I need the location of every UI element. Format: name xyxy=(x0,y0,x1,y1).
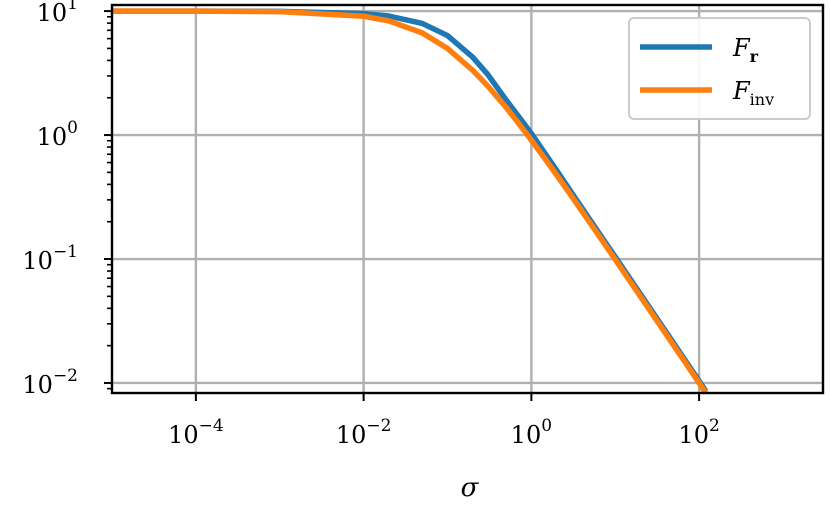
series-line-1 xyxy=(111,8,709,395)
y-tick-label-2: 10−1 xyxy=(22,242,78,275)
series-lines xyxy=(111,8,709,395)
legend-label-0: Fr xyxy=(732,34,759,66)
x-tick-label-2: 100 xyxy=(511,416,552,449)
ticks: 10−4 10−2 100 102 101 100 10−1 10−2 xyxy=(22,0,719,449)
x-tick-label-1: 10−2 xyxy=(336,416,392,449)
y-tick-label-3: 10−2 xyxy=(22,366,78,399)
legend-label-1: Finv xyxy=(732,77,774,109)
plot-frame xyxy=(110,3,825,395)
x-axis-label: σ xyxy=(461,473,480,503)
series-line-0 xyxy=(111,8,709,393)
x-tick-label-0: 10−4 xyxy=(168,416,224,449)
legend-box xyxy=(628,17,811,120)
legend: Fr Finv xyxy=(628,17,811,120)
x-tick-label-3: 102 xyxy=(678,416,719,449)
y-tick-label-0: 101 xyxy=(37,0,78,27)
y-tick-label-1: 100 xyxy=(37,118,78,151)
